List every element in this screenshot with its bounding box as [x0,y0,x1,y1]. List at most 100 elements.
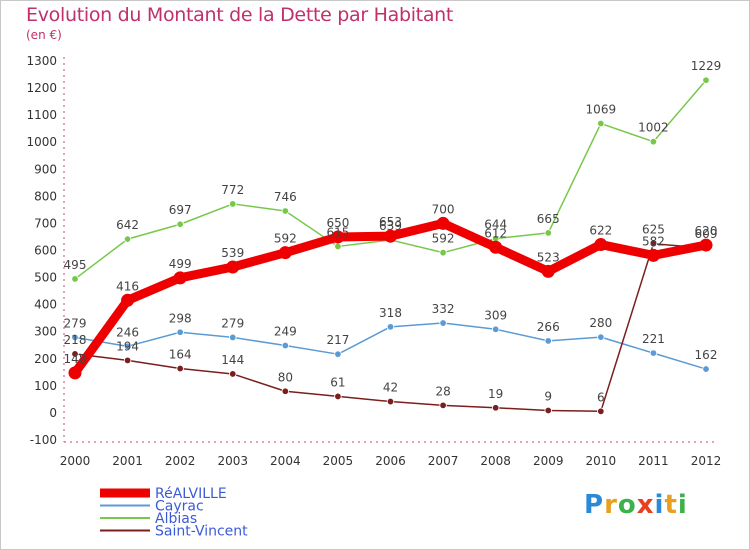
data-label: 609 [695,227,718,241]
data-point [649,349,658,357]
data-label: 246 [116,325,139,339]
legend-label: Cayrac [155,499,204,515]
data-point [597,407,605,416]
data-point [281,207,290,215]
data-label: 1069 [586,103,617,117]
data-point [699,238,713,252]
data-label: 620 [695,224,718,238]
data-label: 217 [326,333,349,347]
data-label: 582 [642,234,665,248]
y-tick-label: 500 [34,271,57,285]
data-point [439,248,447,257]
data-point [71,333,79,342]
data-label: 653 [379,215,402,229]
data-label: 9 [544,389,552,403]
data-label: 279 [221,316,244,330]
data-point [68,366,82,380]
data-label: 612 [484,226,507,240]
data-point [439,319,447,327]
data-point [281,341,290,350]
x-tick-label: 2003 [217,454,248,468]
data-label: 592 [274,232,297,246]
data-label: 298 [169,311,192,325]
data-point [173,271,187,285]
x-tick-label: 2006 [375,454,406,468]
data-label: 249 [274,325,297,339]
data-label: 61 [330,375,345,389]
x-tick-label: 2005 [323,454,354,468]
data-label: 642 [116,218,139,232]
data-label: 746 [274,190,297,204]
data-point [649,137,658,146]
data-label: 539 [221,246,244,260]
data-label: 499 [169,257,192,271]
data-label: 6 [597,390,605,404]
data-label: 523 [537,250,560,264]
data-label: 772 [221,183,244,197]
x-tick-label: 2010 [586,454,617,468]
y-tick-label: 700 [34,216,57,230]
data-label: 148 [64,352,87,366]
data-point [541,264,555,278]
data-point [491,404,500,412]
data-label: 309 [484,308,507,322]
data-point [229,200,237,208]
data-point [489,240,503,254]
x-tick-label: 2007 [428,454,459,468]
data-point [176,364,184,373]
chart-title: Evolution du Montant de la Dette par Hab… [26,4,454,26]
data-point [71,350,79,358]
data-label: 665 [537,212,560,226]
data-point [176,328,184,336]
y-tick-label: 800 [34,189,57,203]
legend-label: RéALVILLE [155,486,227,502]
data-point [229,370,237,378]
data-point [123,356,132,365]
data-label: 332 [432,302,455,316]
data-label: 194 [116,339,139,353]
data-point [123,342,132,351]
data-point [439,401,447,410]
y-tick-label: 300 [34,325,57,339]
data-label: 28 [435,384,450,398]
data-label: 615 [326,225,349,239]
y-tick-label: 400 [34,298,57,312]
data-point [597,333,605,341]
data-point [646,248,660,262]
y-tick-label: -100 [30,433,57,447]
data-point [176,220,184,228]
data-label: 164 [169,348,192,362]
data-point [123,235,132,243]
x-tick-label: 2002 [165,454,196,468]
data-label: 279 [64,316,87,330]
data-point [281,387,290,395]
data-label: 221 [642,332,665,346]
data-point [702,76,710,84]
data-point [334,242,342,251]
data-label: 318 [379,306,402,320]
x-tick-label: 2008 [480,454,511,468]
y-tick-label: 1000 [26,135,57,149]
data-point [331,230,345,244]
data-label: 80 [278,370,293,384]
data-point [436,216,450,230]
data-label: 1229 [691,59,722,73]
y-tick-label: 600 [34,244,57,258]
data-point [229,333,237,342]
data-label: 19 [488,387,503,401]
proxiti-logo: Proxiti [584,490,688,520]
x-tick-label: 2009 [533,454,564,468]
data-label: 144 [221,353,244,367]
y-tick-label: 1200 [26,81,57,95]
chart-unit: (en €) [26,28,62,42]
data-label: 495 [64,258,87,272]
data-label: 622 [589,224,612,238]
data-point [334,350,342,358]
y-tick-label: 900 [34,162,57,176]
data-point [702,365,710,373]
data-label: 644 [484,218,507,232]
x-tick-label: 2004 [270,454,301,468]
data-label: 218 [64,333,87,347]
x-tick-label: 2011 [638,454,669,468]
